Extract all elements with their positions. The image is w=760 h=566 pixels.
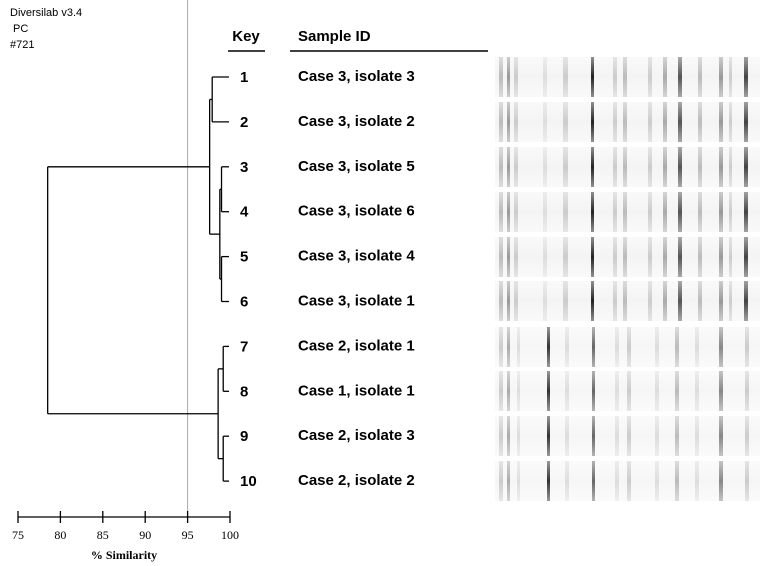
key-label: 4 <box>240 204 249 221</box>
key-label: 3 <box>240 159 248 176</box>
sample-label: Case 2, isolate 1 <box>298 337 415 354</box>
key-label: 10 <box>240 473 257 490</box>
gel-lanes <box>495 57 760 501</box>
key-label: 1 <box>240 69 248 86</box>
chart: Diversilab v3.4 PC #721 Key Sample ID % … <box>0 0 760 566</box>
sample-label: Case 3, isolate 5 <box>298 158 415 175</box>
sample-label: Case 3, isolate 4 <box>298 248 415 265</box>
key-label: 9 <box>240 428 248 445</box>
key-label: 8 <box>240 383 248 400</box>
sample-label: Case 3, isolate 3 <box>298 68 415 85</box>
key-label: 2 <box>240 114 248 131</box>
sample-label: Case 2, isolate 3 <box>298 427 415 444</box>
sample-title: Sample ID <box>298 28 371 45</box>
sample-label: Case 3, isolate 2 <box>298 113 415 130</box>
key-label: 7 <box>240 338 248 355</box>
sample-label: Case 3, isolate 6 <box>298 203 415 220</box>
sample-label: Case 2, isolate 2 <box>298 472 415 489</box>
key-label: 5 <box>240 249 248 266</box>
header-line: PC <box>13 23 28 35</box>
x-tick-label: 90 <box>139 528 151 542</box>
x-tick-label: 75 <box>12 528 24 542</box>
key-title: Key <box>232 28 260 45</box>
key-label: 6 <box>240 293 248 310</box>
x-tick-label: 100 <box>221 528 239 542</box>
header-line: #721 <box>10 39 34 51</box>
x-tick-label: 95 <box>182 528 194 542</box>
sample-label: Case 1, isolate 1 <box>298 382 415 399</box>
x-tick-label: 85 <box>97 528 109 542</box>
x-axis-label: % Similarity <box>91 548 157 562</box>
sample-label: Case 3, isolate 1 <box>298 292 415 309</box>
x-tick-label: 80 <box>54 528 66 542</box>
header-line: Diversilab v3.4 <box>10 7 82 19</box>
